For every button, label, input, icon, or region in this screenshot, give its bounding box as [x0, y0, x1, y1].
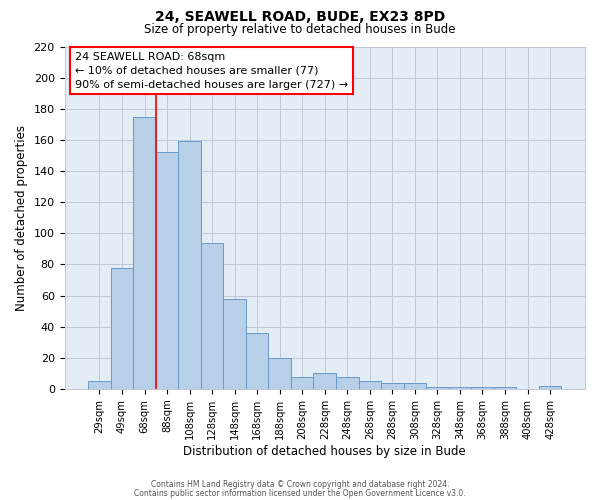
- Text: 24 SEAWELL ROAD: 68sqm
← 10% of detached houses are smaller (77)
90% of semi-det: 24 SEAWELL ROAD: 68sqm ← 10% of detached…: [75, 52, 348, 90]
- Bar: [336, 376, 359, 389]
- Bar: [268, 358, 291, 389]
- Bar: [88, 381, 111, 389]
- Bar: [449, 388, 471, 389]
- Bar: [359, 381, 381, 389]
- Y-axis label: Number of detached properties: Number of detached properties: [15, 124, 28, 310]
- Bar: [404, 382, 426, 389]
- Bar: [201, 242, 223, 389]
- Bar: [156, 152, 178, 389]
- Bar: [291, 376, 313, 389]
- Text: Size of property relative to detached houses in Bude: Size of property relative to detached ho…: [144, 22, 456, 36]
- Text: Contains HM Land Registry data © Crown copyright and database right 2024.: Contains HM Land Registry data © Crown c…: [151, 480, 449, 489]
- Bar: [313, 374, 336, 389]
- Text: Contains public sector information licensed under the Open Government Licence v3: Contains public sector information licen…: [134, 488, 466, 498]
- Bar: [426, 388, 449, 389]
- Bar: [381, 382, 404, 389]
- X-axis label: Distribution of detached houses by size in Bude: Distribution of detached houses by size …: [184, 444, 466, 458]
- Text: 24, SEAWELL ROAD, BUDE, EX23 8PD: 24, SEAWELL ROAD, BUDE, EX23 8PD: [155, 10, 445, 24]
- Bar: [494, 388, 516, 389]
- Bar: [539, 386, 562, 389]
- Bar: [111, 268, 133, 389]
- Bar: [223, 298, 246, 389]
- Bar: [246, 333, 268, 389]
- Bar: [133, 116, 156, 389]
- Bar: [471, 388, 494, 389]
- Bar: [178, 142, 201, 389]
